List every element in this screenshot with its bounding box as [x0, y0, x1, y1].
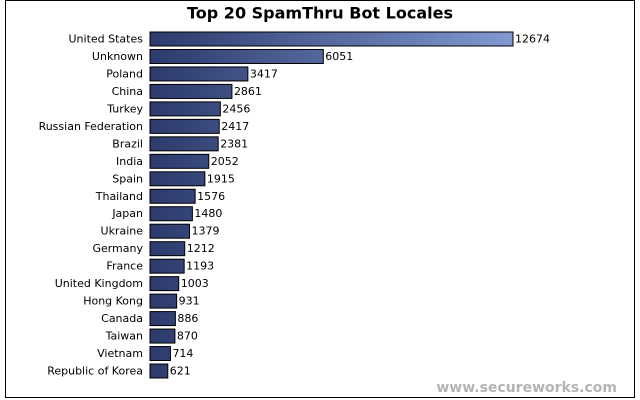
value-label: 886: [177, 312, 198, 325]
y-tick-label: United Kingdom: [55, 277, 143, 290]
y-tick-label: United States: [69, 33, 144, 46]
y-tick-label: Vietnam: [97, 347, 143, 360]
bar: [149, 363, 169, 379]
bar: [149, 311, 176, 327]
bar: [149, 171, 206, 187]
bar: [149, 258, 185, 274]
bar: [149, 153, 210, 169]
bar: [149, 276, 180, 292]
bar: [149, 83, 233, 99]
value-label: 931: [179, 295, 200, 308]
y-tick-label: China: [112, 85, 143, 98]
value-label: 1379: [191, 225, 219, 238]
frame: [5, 0, 635, 398]
bar: [149, 328, 176, 344]
y-tick-label: Russian Federation: [39, 120, 143, 133]
value-label: 714: [172, 347, 193, 360]
value-label: 2417: [221, 120, 249, 133]
y-tick-label: India: [116, 155, 143, 168]
value-label: 2456: [222, 102, 250, 115]
y-tick-label: Poland: [106, 67, 143, 80]
bar: [149, 66, 249, 82]
value-label: 3417: [250, 67, 278, 80]
bar: [149, 101, 221, 117]
value-label: 6051: [325, 50, 353, 63]
y-tick-label: Hong Kong: [83, 295, 143, 308]
watermark: www.secureworks.com: [436, 380, 617, 396]
y-tick-label: Canada: [101, 312, 143, 325]
value-label: 1212: [187, 242, 215, 255]
chart-title: Top 20 SpamThru Bot Locales: [187, 4, 453, 23]
y-tick-label: Brazil: [112, 137, 143, 150]
value-label: 1915: [207, 172, 235, 185]
y-tick-label: Thailand: [95, 190, 143, 203]
y-tick-label: Japan: [111, 207, 143, 220]
bar: [149, 346, 171, 362]
bar: [149, 188, 196, 204]
y-tick-label: Turkey: [106, 102, 143, 115]
value-label: 621: [170, 365, 191, 378]
y-tick-label: Taiwan: [105, 330, 143, 343]
y-tick-label: Unknown: [92, 50, 143, 63]
bar: [149, 223, 190, 239]
value-label: 2381: [220, 137, 248, 150]
bar: [149, 241, 186, 257]
bar: [149, 31, 514, 47]
value-label: 1480: [194, 207, 222, 220]
value-label: 12674: [515, 33, 550, 46]
y-tick-label: Spain: [112, 172, 143, 185]
bar: [149, 48, 324, 64]
bar: [149, 206, 193, 222]
value-label: 2861: [234, 85, 262, 98]
bar: [149, 136, 219, 152]
value-label: 1193: [186, 260, 214, 273]
y-tick-label: Ukraine: [101, 225, 144, 238]
value-label: 2052: [211, 155, 239, 168]
y-tick-label: Republic of Korea: [47, 365, 143, 378]
value-label: 870: [177, 330, 198, 343]
value-label: 1576: [197, 190, 225, 203]
bar: [149, 293, 178, 309]
y-tick-label: Germany: [92, 242, 143, 255]
y-tick-label: France: [106, 260, 143, 273]
bar: [149, 118, 220, 134]
value-label: 1003: [181, 277, 209, 290]
